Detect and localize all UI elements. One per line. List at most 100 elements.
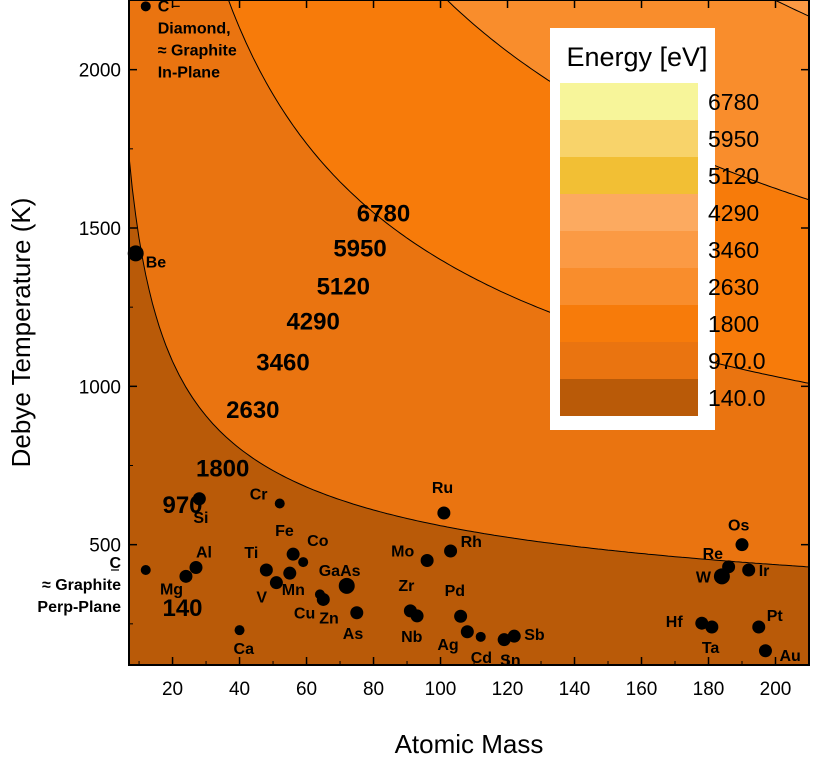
point-label-rh: Rh xyxy=(461,534,482,551)
point-label-pd: Pd xyxy=(445,583,465,600)
x-tick-label-20: 20 xyxy=(162,679,183,700)
x-tick-label-40: 40 xyxy=(229,679,250,700)
point-label-as: As xyxy=(343,626,364,643)
data-point-9 xyxy=(274,498,285,509)
point-label-carbon-2: C ≈ Graphite Perp-Plane xyxy=(37,555,121,616)
plot-frame xyxy=(128,0,810,666)
data-point-27 xyxy=(695,616,709,630)
data-point-0 xyxy=(140,1,151,12)
point-label-nb: Nb xyxy=(401,629,423,646)
point-label-be: Be xyxy=(146,254,167,271)
point-label-fe: Fe xyxy=(275,523,294,540)
data-point-3 xyxy=(192,492,206,506)
data-point-15 xyxy=(338,577,355,594)
point-label-sn: Sn xyxy=(500,653,520,670)
data-point-5 xyxy=(179,569,193,583)
point-label-zn: Zn xyxy=(319,610,339,627)
point-label-ag: Ag xyxy=(437,637,458,654)
data-point-7 xyxy=(259,563,273,577)
contour-label-140: 140 xyxy=(162,595,202,622)
point-label-al: Al xyxy=(196,544,212,561)
point-label-zr: Zr xyxy=(398,578,414,595)
legend-level-1: 5950 xyxy=(708,126,759,152)
data-point-25 xyxy=(497,633,511,647)
x-tick-label-200: 200 xyxy=(760,679,792,700)
data-point-23 xyxy=(460,625,474,639)
point-label-ta: Ta xyxy=(702,640,720,657)
data-point-4 xyxy=(189,560,203,574)
y-tick-label-2000: 2000 xyxy=(79,61,121,82)
y-axis-title: Debye Temperature (K) xyxy=(6,198,36,468)
point-label-mn: Mn xyxy=(282,582,305,599)
contour-line-140 xyxy=(129,155,809,568)
x-tick-label-60: 60 xyxy=(296,679,317,700)
legend-level-6: 1800 xyxy=(708,311,759,337)
y-tick-label-1500: 1500 xyxy=(79,219,121,240)
data-point-10 xyxy=(283,566,297,580)
data-point-14 xyxy=(316,592,330,606)
legend-level-3: 4290 xyxy=(708,200,759,226)
point-label-carbon-0: C Diamond, ≈ Graphite In-Plane xyxy=(158,0,237,81)
point-label-ca: Ca xyxy=(234,641,255,658)
point-label-gaas: GaAs xyxy=(319,563,361,580)
data-point-2 xyxy=(140,565,151,575)
data-point-22 xyxy=(454,609,468,623)
legend-swatch-5 xyxy=(560,268,698,305)
data-point-30 xyxy=(722,560,736,574)
contour-label-4290: 4290 xyxy=(286,308,339,335)
point-label-mg: Mg xyxy=(160,581,183,598)
legend-swatch-3 xyxy=(560,194,698,231)
point-label-os: Os xyxy=(728,518,749,535)
x-axis-title: Atomic Mass xyxy=(395,729,544,759)
legend-swatch-2 xyxy=(560,157,698,194)
contour-label-3460: 3460 xyxy=(256,350,309,377)
legend-swatch-1 xyxy=(560,120,698,157)
data-point-34 xyxy=(758,644,772,658)
point-label-hf: Hf xyxy=(666,614,684,631)
contour-label-1800: 1800 xyxy=(196,456,249,483)
x-tick-label-120: 120 xyxy=(492,679,524,700)
legend-level-0: 6780 xyxy=(708,89,759,115)
y-tick-label-500: 500 xyxy=(89,536,121,557)
contour-label-2630: 2630 xyxy=(226,397,279,424)
legend-title: Energy [eV] xyxy=(566,42,707,72)
point-label-cr: Cr xyxy=(250,487,268,504)
data-point-24 xyxy=(475,631,486,642)
legend-level-2: 5120 xyxy=(708,163,759,189)
data-point-32 xyxy=(742,563,756,577)
x-tick-label-80: 80 xyxy=(363,679,384,700)
point-label-cu: Cu xyxy=(294,605,315,622)
point-label-ru: Ru xyxy=(432,480,453,497)
legend-level-4: 3460 xyxy=(708,237,759,263)
point-label-sb: Sb xyxy=(524,627,545,644)
point-label-cd: Cd xyxy=(471,650,492,667)
legend-swatch-0 xyxy=(560,83,698,120)
point-label-co: Co xyxy=(307,533,329,550)
legend-level-7: 970.0 xyxy=(708,348,766,374)
data-point-33 xyxy=(752,620,766,634)
x-tick-label-160: 160 xyxy=(626,679,658,700)
data-point-31 xyxy=(735,538,749,552)
data-point-11 xyxy=(286,547,300,561)
contour-label-5120: 5120 xyxy=(317,274,370,301)
contour-label-5950: 5950 xyxy=(333,236,386,263)
data-point-6 xyxy=(234,625,245,636)
legend-level-8: 140.0 xyxy=(708,385,766,411)
x-tick-label-140: 140 xyxy=(559,679,591,700)
legend-swatch-6 xyxy=(560,305,698,342)
point-label-re: Re xyxy=(703,546,724,563)
legend-level-5: 2630 xyxy=(708,274,759,300)
data-point-28 xyxy=(705,620,719,634)
point-label-ir: Ir xyxy=(759,563,770,580)
contour-label-6780: 6780 xyxy=(357,201,410,228)
point-label-mo: Mo xyxy=(391,544,414,561)
data-point-21 xyxy=(444,544,458,558)
point-label-si: Si xyxy=(193,510,208,527)
point-label-w: W xyxy=(696,569,712,586)
legend-swatch-4 xyxy=(560,231,698,268)
data-point-19 xyxy=(420,554,434,567)
data-point-8 xyxy=(269,576,283,590)
x-tick-label-100: 100 xyxy=(425,679,457,700)
data-point-12 xyxy=(298,557,309,568)
legend-swatch-8 xyxy=(560,379,698,416)
